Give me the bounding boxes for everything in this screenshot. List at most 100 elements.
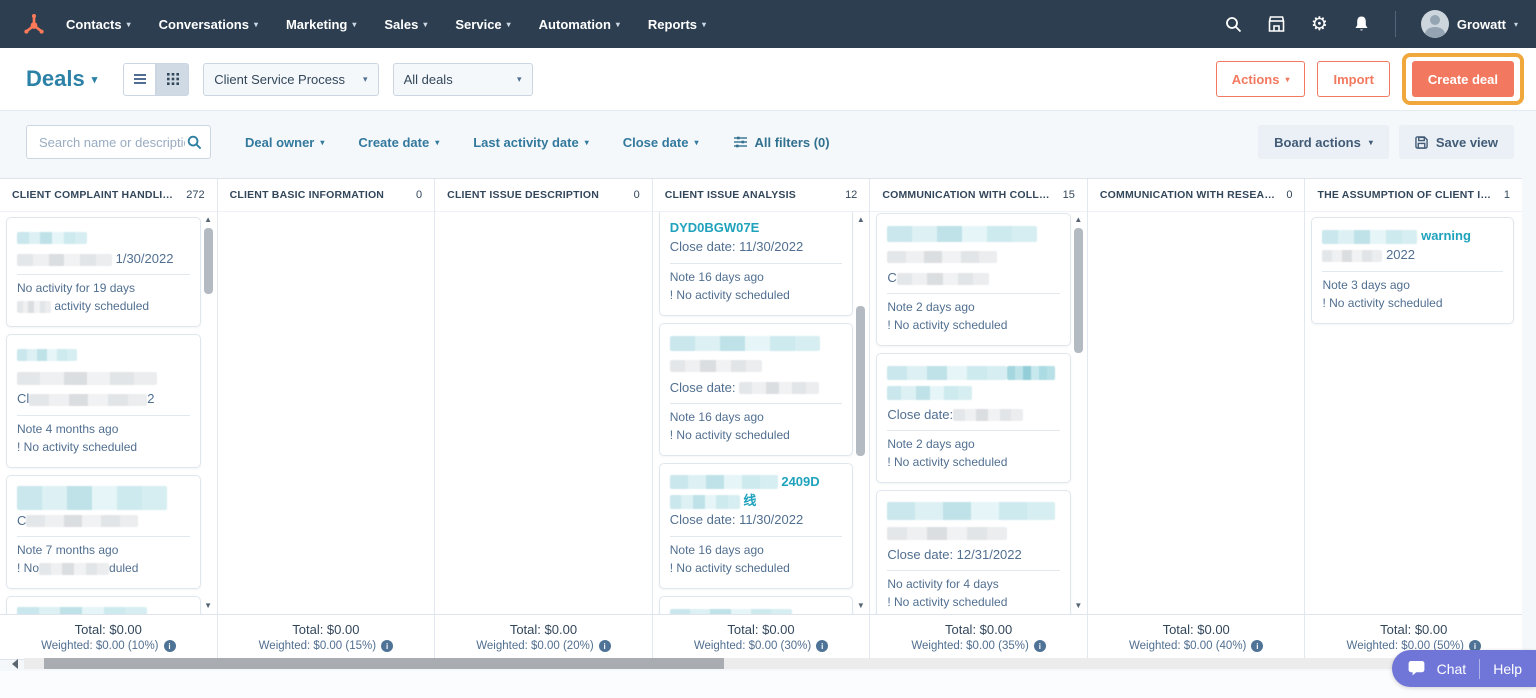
deal-title-text: 线: [739, 493, 757, 508]
info-icon[interactable]: i: [163, 640, 176, 652]
redacted-blur: [17, 231, 87, 244]
deal-card[interactable]: Close date: Note 2 days ago ! No activity …: [876, 353, 1071, 483]
column-card-list: [218, 212, 435, 614]
horizontal-scrollbar[interactable]: [24, 658, 1522, 669]
notifications-icon[interactable]: [1353, 15, 1370, 33]
nav-item-sales[interactable]: Sales ▾: [384, 16, 428, 32]
info-icon[interactable]: i: [816, 640, 829, 652]
scroll-up-arrow-icon[interactable]: ▲: [856, 215, 865, 224]
marketplace-icon[interactable]: [1267, 15, 1286, 33]
redacted-blur: [29, 393, 148, 406]
redacted-blur: [17, 349, 77, 362]
actions-button[interactable]: Actions ▾: [1215, 61, 1306, 97]
scroll-down-arrow-icon[interactable]: ▼: [1074, 601, 1083, 610]
list-icon: [133, 74, 146, 84]
filter-create-date[interactable]: Create date ▾: [358, 134, 440, 150]
scroll-down-arrow-icon[interactable]: ▼: [204, 601, 213, 610]
scroll-down-arrow-icon[interactable]: ▼: [856, 601, 865, 610]
nav-item-marketing[interactable]: Marketing ▾: [285, 16, 357, 32]
filter-deal-owner[interactable]: Deal owner ▾: [245, 134, 325, 150]
redacted-blur: [739, 382, 820, 395]
hubspot-logo-icon[interactable]: [22, 12, 46, 36]
deal-card[interactable]: C Note 7 months ago ! No duled: [6, 474, 201, 589]
deal-card[interactable]: 2409D 线 Close date: 11/30/2022 Note 16 day…: [658, 462, 854, 589]
deal-card[interactable]: Cl 2 Note 4 months ago ! No activity schedu…: [6, 334, 201, 468]
page-title[interactable]: Deals ▾: [26, 66, 98, 91]
scroll-up-arrow-icon[interactable]: ▲: [204, 215, 213, 224]
board-columns: CLIENT COMPLAINT HANDLING S... 272 1/30/2…: [0, 178, 1523, 660]
card-divider: [887, 570, 1060, 571]
column-count: 12: [845, 189, 858, 201]
deal-title[interactable]: 线: [669, 493, 843, 509]
redacted-blur: [953, 409, 1024, 422]
vertical-scrollbar-thumb[interactable]: [856, 306, 866, 456]
redacted-blur: [669, 475, 778, 490]
deal-title[interactable]: [887, 364, 1060, 380]
vertical-scrollbar[interactable]: ▲ ▼: [854, 214, 867, 612]
nav-item-conversations[interactable]: Conversations ▾: [158, 16, 258, 32]
account-menu[interactable]: Growatt ▾: [1420, 10, 1518, 38]
nav-item-reports[interactable]: Reports ▾: [647, 16, 707, 32]
column-card-list: 1/30/2022 No activity for 19 days activit…: [0, 212, 217, 614]
save-view-button[interactable]: Save view: [1398, 125, 1514, 159]
import-button[interactable]: Import: [1317, 61, 1390, 97]
redacted-blur: [669, 360, 762, 373]
nav-item-contacts[interactable]: Contacts ▾: [66, 16, 131, 32]
card-text: Close date:: [887, 406, 954, 422]
redacted-blur: [669, 608, 792, 614]
vertical-scrollbar-thumb[interactable]: [203, 228, 213, 294]
vertical-scrollbar[interactable]: ▲ ▼: [202, 214, 215, 612]
all-filters-button[interactable]: All filters (0): [734, 135, 830, 150]
search-icon[interactable]: [1225, 16, 1242, 33]
board-actions-button[interactable]: Board actions ▾: [1258, 125, 1389, 159]
redacted-line: [669, 607, 843, 614]
search-icon[interactable]: [187, 135, 202, 150]
scroll-left-arrow-icon[interactable]: [12, 659, 18, 669]
deals-filter-select[interactable]: All deals ▾: [392, 62, 533, 96]
vertical-scrollbar-thumb[interactable]: [1073, 228, 1083, 353]
info-icon[interactable]: i: [1033, 640, 1046, 652]
pipeline-select[interactable]: Client Service Process ▾: [203, 62, 379, 96]
redacted-line: [669, 357, 843, 377]
deal-card[interactable]: Close date: 12/31/2022 No activity for 4 …: [876, 489, 1071, 614]
deal-title[interactable]: warning: [1322, 228, 1503, 244]
info-icon[interactable]: i: [598, 640, 611, 652]
chat-button[interactable]: Chat: [1436, 660, 1467, 677]
deal-title-text: DYD0BGW07E: [669, 220, 760, 235]
redacted-blur: [669, 494, 740, 509]
column-weighted-text: Weighted: $0.00 (15%): [258, 640, 377, 652]
close-date-line: Close date:: [887, 407, 1060, 423]
deal-card[interactable]: C Note 2 days ago ! No activity scheduled: [876, 213, 1071, 347]
deal-card[interactable]: DYD0BGW07E Close date: 11/30/2022 Note 16 …: [658, 212, 854, 316]
filter-close-date[interactable]: Close date ▾: [622, 134, 699, 150]
help-button[interactable]: Help: [1493, 660, 1522, 677]
info-icon[interactable]: i: [381, 640, 394, 652]
deal-title[interactable]: 2409D: [669, 474, 843, 490]
info-icon[interactable]: i: [1468, 640, 1481, 652]
board-view-button[interactable]: [156, 62, 190, 96]
redacted-blur: [17, 253, 112, 266]
deal-card[interactable]: 1/30/2022 No activity for 19 days activit…: [6, 217, 201, 328]
info-icon[interactable]: i: [1251, 640, 1264, 652]
deal-card[interactable]: warning 2022 Note 3 days ago ! No activity…: [1311, 217, 1515, 324]
card-text: duled: [109, 560, 139, 575]
column-weighted-text: Weighted: $0.00 (10%): [41, 640, 159, 652]
scroll-up-arrow-icon[interactable]: ▲: [1074, 215, 1083, 224]
deal-card[interactable]: Close date: Note 16 days ago ! No activit…: [658, 322, 854, 456]
settings-icon[interactable]: ⚙: [1310, 13, 1328, 35]
nav-item-automation[interactable]: Automation ▾: [538, 16, 620, 32]
search-input[interactable]: [37, 133, 187, 151]
filter-last-activity-date[interactable]: Last activity date ▾: [473, 134, 589, 150]
nav-item-service[interactable]: Service ▾: [455, 16, 511, 32]
redacted-blur: [887, 365, 1008, 380]
list-view-button[interactable]: [123, 62, 157, 96]
create-deal-button[interactable]: Create deal: [1411, 61, 1514, 97]
deal-title[interactable]: DYD0BGW07E: [670, 220, 843, 236]
activity-line: No activity for 4 days: [887, 577, 999, 591]
column-total: Total: $0.00: [292, 622, 360, 637]
horizontal-scrollbar-thumb[interactable]: [44, 658, 724, 669]
vertical-scrollbar[interactable]: ▲ ▼: [1072, 214, 1085, 612]
